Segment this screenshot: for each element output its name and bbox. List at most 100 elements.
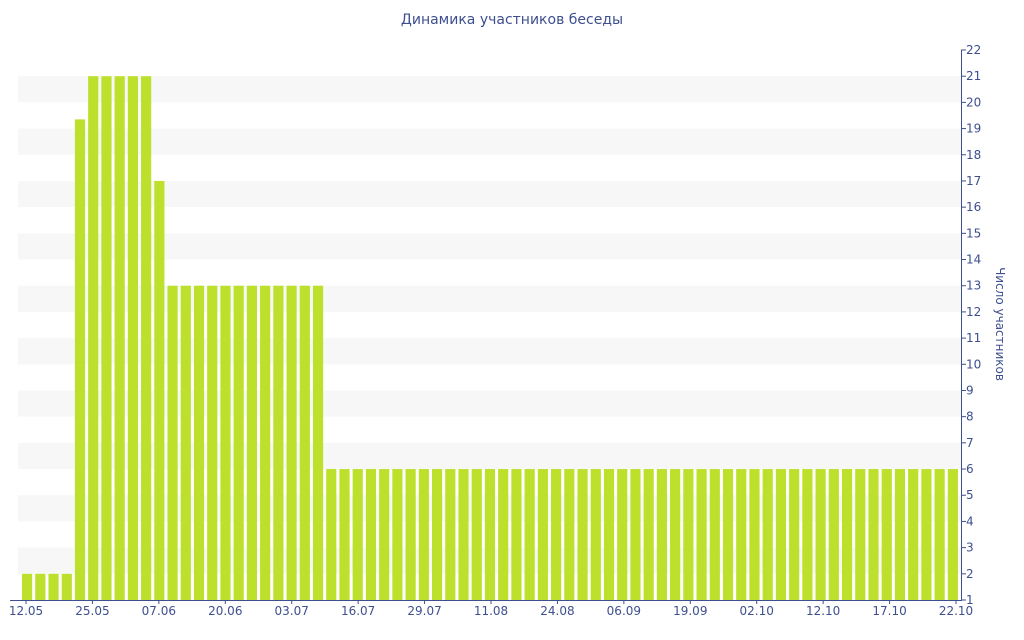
x-tick-label: 19.09	[673, 604, 707, 618]
bar	[431, 469, 443, 600]
y-tick-label: 4	[966, 514, 974, 528]
bar	[273, 285, 284, 600]
x-tick-label: 25.05	[75, 604, 109, 618]
x-tick-label: 22.10	[939, 604, 973, 618]
bar	[881, 469, 892, 600]
y-tick-label: 5	[966, 488, 974, 502]
bar	[617, 469, 628, 600]
x-tick-label: 11.08	[474, 604, 508, 618]
bar	[524, 469, 535, 600]
y-tick-label: 1	[966, 593, 974, 607]
y-tick-label: 8	[966, 410, 974, 424]
x-tick-label: 12.05	[9, 604, 43, 618]
bar	[828, 469, 839, 600]
x-tick-label: 29.07	[407, 604, 441, 618]
grid-band	[18, 180, 961, 208]
y-tick-label: 13	[966, 279, 981, 293]
bar	[141, 76, 152, 600]
bar	[312, 285, 324, 600]
bar	[934, 469, 945, 600]
bar	[61, 573, 72, 600]
bar	[802, 469, 813, 600]
bar	[762, 469, 773, 600]
bar	[458, 469, 469, 600]
bar	[180, 285, 191, 600]
y-tick-label: 2	[966, 567, 974, 581]
bar	[709, 469, 720, 600]
bar	[74, 119, 86, 601]
bar	[894, 469, 906, 600]
x-ticks: 12.05 25.05 07.06 20.06 03.07 16.07 29.07 11.08…	[9, 600, 973, 618]
y-tick-label: 7	[966, 436, 974, 450]
x-tick-label: 17.10	[872, 604, 906, 618]
y-tick-label: 12	[966, 305, 981, 319]
bar	[392, 469, 403, 600]
bar	[220, 285, 231, 600]
axes	[10, 50, 962, 601]
y-tick-label: 16	[966, 200, 981, 214]
bar	[868, 469, 879, 600]
chart-title: Динамика участников беседы	[400, 12, 624, 28]
bar	[696, 469, 707, 600]
bar	[154, 180, 165, 600]
bar	[193, 285, 205, 600]
grid-band	[18, 128, 961, 155]
bar	[101, 76, 112, 600]
y-tick-label: 11	[966, 331, 981, 345]
bar	[630, 469, 641, 600]
bar	[114, 76, 125, 600]
y-tick-label: 14	[966, 253, 981, 267]
bar	[299, 285, 310, 600]
bar	[379, 469, 390, 600]
bar	[35, 573, 46, 600]
x-tick-label: 02.10	[740, 604, 774, 618]
bar	[775, 469, 787, 600]
bar	[551, 469, 562, 600]
bar	[590, 469, 601, 600]
bar	[498, 469, 509, 600]
bar	[207, 285, 218, 600]
bar	[339, 469, 350, 600]
bar	[511, 469, 522, 600]
y-tick-label: 19	[966, 122, 981, 136]
bar	[749, 469, 760, 600]
bar	[260, 285, 271, 600]
bar	[405, 469, 416, 600]
bar	[947, 469, 958, 600]
y-tick-label: 6	[966, 462, 974, 476]
y-axis-label: Число участников	[993, 267, 1007, 381]
bar	[326, 469, 337, 600]
y-tick-label: 18	[966, 148, 981, 162]
bar	[815, 469, 826, 600]
y-tick-label: 9	[966, 383, 974, 397]
bar	[88, 76, 99, 600]
y-tick-label: 17	[966, 174, 981, 188]
x-tick-label: 16.07	[341, 604, 375, 618]
bar	[167, 285, 178, 600]
bar	[603, 469, 615, 600]
x-tick-label: 12.10	[806, 604, 840, 618]
x-tick-label: 24.08	[540, 604, 574, 618]
bar	[48, 573, 59, 600]
x-tick-label: 20.06	[208, 604, 242, 618]
bar	[365, 469, 377, 600]
y-tick-label: 15	[966, 226, 981, 240]
bar	[841, 469, 853, 600]
bar	[683, 469, 694, 600]
bar	[564, 469, 575, 600]
bar	[736, 469, 747, 600]
bar	[537, 469, 548, 600]
y-tick-label: 10	[966, 357, 981, 371]
bar	[233, 285, 244, 600]
bar	[855, 469, 866, 600]
bar	[789, 469, 800, 600]
grid-band	[18, 233, 961, 260]
x-tick-label: 06.09	[607, 604, 641, 618]
bar	[656, 469, 667, 600]
y-tick-label: 21	[966, 69, 981, 83]
x-tick-label: 03.07	[275, 604, 309, 618]
bar	[484, 469, 496, 600]
grid-band	[18, 76, 961, 103]
